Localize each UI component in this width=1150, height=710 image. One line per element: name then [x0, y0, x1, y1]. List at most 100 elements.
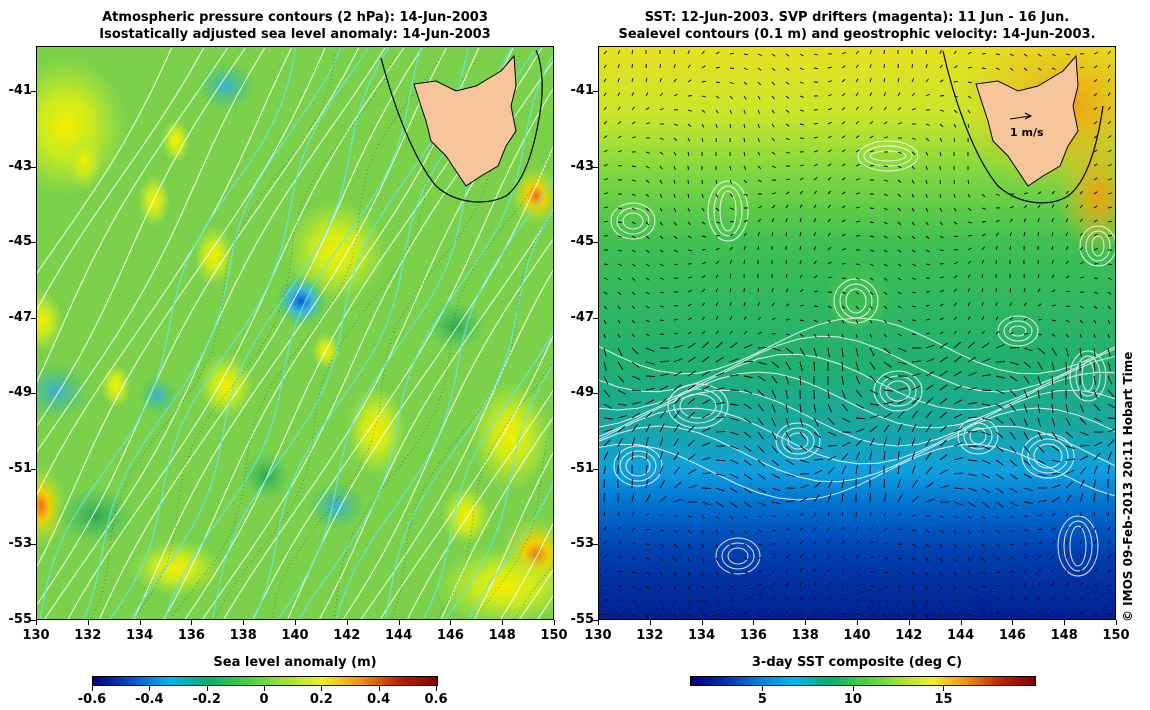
left-lat-tick: -43: [8, 158, 33, 174]
right-lat-tick: -41: [570, 83, 595, 99]
colorbar-tick-mark: [378, 686, 380, 691]
right-lon-tick: 132: [636, 628, 664, 643]
right-lat-tick: -43: [570, 158, 595, 174]
left-lon-tick-mark: [295, 620, 296, 625]
left-lon-tick-mark: [243, 620, 245, 625]
right-lat-tick-mark: [593, 242, 598, 244]
right-lat-tick-mark: [593, 468, 598, 470]
right-title-line1: SST: 12-Jun-2003. SVP drifters (magenta)…: [644, 10, 1070, 25]
sst-sealevel-contours: [598, 140, 1116, 577]
sla-colorbar: [92, 676, 438, 686]
left-lon-tick-mark: [398, 620, 400, 625]
left-lat-tick-mark: [31, 620, 36, 621]
left-lat-tick-mark: [31, 393, 36, 395]
left-lat-tick-mark: [31, 468, 36, 470]
geostrophic-velocity-vectors: [603, 49, 1116, 618]
right-lat-tick: -55: [570, 612, 595, 627]
right-lat-tick: -45: [570, 234, 595, 250]
left-lon-tick: 142: [333, 628, 361, 643]
right-lon-tick: 136: [739, 628, 767, 643]
imos-credit: © IMOS 09-Feb-2013 20:11 Hobart Time: [1121, 351, 1135, 622]
left-lon-tick-mark: [191, 620, 193, 625]
sla-colorbar-label: Sea level anomaly (m): [213, 655, 377, 670]
right-lon-tick-mark: [960, 620, 962, 625]
colorbar-tick-mark: [206, 686, 208, 691]
colorbar-tick-mark: [436, 686, 437, 691]
left-lon-tick: 146: [436, 628, 464, 643]
colorbar-tick-label: -0.6: [77, 692, 107, 707]
tasmania-land: [380, 49, 543, 203]
sst-map-svg: 1 m/s: [598, 46, 1116, 620]
right-lon-tick-mark: [908, 620, 910, 625]
right-lat-tick: -53: [570, 536, 595, 552]
left-lat-tick: -47: [8, 309, 33, 325]
left-lon-tick-mark: [502, 620, 504, 625]
right-lon-tick-mark: [701, 620, 703, 625]
colorbar-tick-mark: [852, 686, 854, 691]
right-lat-tick: -51: [570, 460, 595, 476]
left-lon-tick-mark: [346, 620, 348, 625]
right-lon-tick-mark: [1064, 620, 1066, 625]
colorbar-tick-label: -0.2: [192, 692, 221, 707]
right-lon-tick: 142: [895, 628, 923, 643]
left-lon-tick: 130: [22, 628, 50, 643]
left-lat-tick: -53: [8, 536, 33, 552]
left-lat-tick: -45: [8, 234, 33, 250]
colorbar-tick-mark: [92, 686, 93, 691]
colorbar-tick-mark: [943, 686, 945, 691]
right-lon-tick-mark: [857, 620, 858, 625]
colorbar-tick-label: 0.6: [424, 692, 448, 707]
left-lat-tick-mark: [31, 91, 36, 93]
sea-level-anomaly-map: [36, 46, 554, 620]
left-lat-tick-mark: [31, 166, 36, 168]
velocity-scale-label: 1 m/s: [1010, 126, 1044, 139]
colorbar-tick-label: 0.4: [367, 692, 391, 707]
right-lon-tick: 140: [843, 628, 871, 643]
left-lat-tick: -41: [8, 83, 33, 99]
right-lat-tick-mark: [593, 91, 598, 93]
colorbar-tick-label: 0.2: [309, 692, 333, 707]
right-lat-tick-mark: [593, 393, 598, 395]
left-title-line1: Atmospheric pressure contours (2 hPa): 1…: [102, 10, 488, 25]
left-lat-tick: -55: [8, 612, 33, 627]
right-title-line2: Sealevel contours (0.1 m) and geostrophi…: [618, 27, 1096, 42]
right-map-title: SST: 12-Jun-2003. SVP drifters (magenta)…: [598, 9, 1116, 43]
right-lat-tick: -47: [570, 309, 595, 325]
colorbar-tick-label: 0: [259, 692, 269, 707]
left-lon-tick-mark: [87, 620, 89, 625]
right-lat-tick-mark: [593, 620, 598, 621]
right-lon-tick-mark: [1012, 620, 1014, 625]
colorbar-tick-mark: [264, 686, 265, 691]
dotted-contours: [90, 53, 554, 620]
left-lat-tick: -51: [8, 460, 33, 476]
left-lon-tick: 136: [177, 628, 205, 643]
colorbar-tick-label: 15: [934, 692, 953, 707]
left-lon-tick-mark: [139, 620, 141, 625]
right-lon-tick: 150: [1102, 628, 1130, 643]
right-lon-tick-mark: [1116, 620, 1117, 625]
colorbar-tick-label: -0.4: [135, 692, 164, 707]
sst-colorbar-label: 3-day SST composite (deg C): [751, 655, 963, 670]
colorbar-tick-label: 5: [757, 692, 767, 707]
left-lat-tick: -49: [8, 385, 33, 401]
left-map-title: Atmospheric pressure contours (2 hPa): 1…: [36, 9, 554, 43]
right-lon-tick-mark: [649, 620, 651, 625]
left-title-line2: Isostatically adjusted sea level anomaly…: [99, 27, 491, 42]
left-lat-tick-mark: [31, 242, 36, 244]
right-lon-tick: 134: [688, 628, 716, 643]
right-lon-tick: 148: [1050, 628, 1078, 643]
left-lat-tick-mark: [31, 544, 36, 546]
sla-map-svg: [36, 46, 554, 620]
right-lat-tick-mark: [593, 166, 598, 168]
left-lon-tick: 140: [281, 628, 309, 643]
colorbar-tick-mark: [149, 686, 151, 691]
tasmania-land-sst: 1 m/s: [942, 50, 1104, 204]
colorbar-tick-mark: [762, 686, 764, 691]
right-lon-tick: 146: [998, 628, 1026, 643]
colorbar-tick-label: 10: [843, 692, 862, 707]
right-lat-tick-mark: [593, 317, 598, 319]
left-lon-tick: 134: [126, 628, 154, 643]
right-lon-tick-mark: [805, 620, 807, 625]
left-lon-tick-mark: [36, 620, 37, 625]
right-lat-tick-mark: [593, 544, 598, 546]
